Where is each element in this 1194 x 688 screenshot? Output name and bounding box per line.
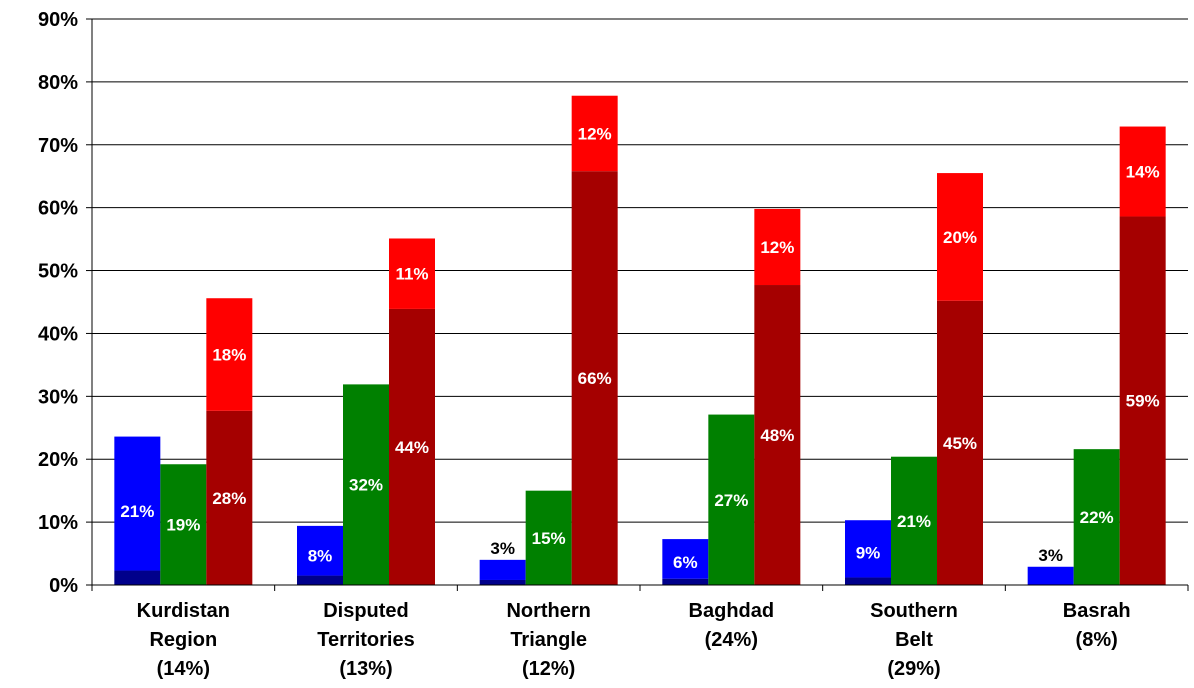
bar-segment — [389, 308, 435, 585]
y-tick-label: 10% — [38, 512, 78, 534]
category-label: Northern — [506, 600, 590, 622]
data-label: 18% — [212, 346, 246, 365]
y-tick-label: 20% — [38, 449, 78, 471]
data-label: 6% — [673, 553, 698, 572]
category-labels: Kurdistan Region (14%) Disputed Territories (… — [137, 600, 1131, 680]
y-tick-label: 50% — [38, 261, 78, 283]
bar-segment — [571, 171, 618, 586]
bar-segment — [479, 579, 526, 585]
data-label: 66% — [578, 369, 612, 388]
bar-segment — [754, 285, 801, 585]
category-label: (8%) — [1076, 629, 1118, 651]
data-label: 3% — [490, 539, 515, 558]
bar-segment — [662, 539, 709, 579]
bar-segment — [754, 208, 801, 286]
data-label: 19% — [166, 516, 200, 535]
bars — [114, 95, 1166, 586]
bar-segment — [1073, 449, 1120, 585]
bar-segment — [1119, 216, 1166, 585]
bar-segment — [937, 173, 983, 301]
data-labels: 21% 19% 28% 18% 8% 32% 44% 11% 3% 15% 66% 12% 6% 27% 4… — [120, 124, 1159, 572]
bar-segment — [114, 436, 161, 571]
data-label: 12% — [578, 124, 612, 143]
category-label: Kurdistan — [137, 600, 230, 622]
bar-segment — [708, 414, 755, 585]
y-tick-label: 0% — [49, 575, 78, 597]
data-label: 21% — [897, 512, 931, 531]
category-label: Region — [149, 629, 217, 651]
data-label: 3% — [1038, 546, 1063, 565]
y-tick-label: 30% — [38, 386, 78, 408]
category-label: Baghdad — [689, 600, 775, 622]
bar-segment — [937, 300, 983, 585]
bar-segment — [479, 559, 526, 580]
data-label: 21% — [120, 502, 154, 521]
bar-segment — [891, 456, 937, 585]
data-label: 22% — [1080, 508, 1114, 527]
data-label: 44% — [395, 438, 429, 457]
data-label: 15% — [532, 529, 566, 548]
data-label: 59% — [1126, 392, 1160, 411]
bar-segment — [206, 410, 253, 585]
bar-segment — [297, 575, 343, 585]
category-label: Basrah — [1063, 600, 1131, 622]
bar-segment — [1119, 126, 1166, 217]
bar-segment — [114, 570, 161, 585]
y-tick-label: 60% — [38, 198, 78, 220]
data-label: 11% — [395, 265, 428, 284]
y-tick-label: 90% — [38, 9, 78, 31]
bar-segment — [343, 384, 389, 585]
y-axis-tick-labels: 0% 10% 20% 30% 40% 50% 60% 70% 80% 90% — [38, 9, 78, 597]
data-label: 28% — [212, 489, 246, 508]
bar-segment — [571, 95, 618, 172]
category-label: (13%) — [339, 658, 392, 680]
bar-segment — [662, 578, 709, 585]
y-tick-label: 70% — [38, 135, 78, 157]
category-label: Southern — [870, 600, 958, 622]
bar-segment — [525, 490, 572, 585]
bar-segment — [1027, 566, 1074, 585]
bar-segment — [160, 464, 207, 585]
grid-lines — [92, 18, 1188, 523]
data-label: 20% — [943, 228, 977, 247]
axes — [86, 18, 1189, 591]
category-label: (24%) — [705, 629, 758, 651]
category-label: (12%) — [522, 658, 575, 680]
data-label: 12% — [760, 238, 794, 257]
data-label: 9% — [856, 544, 881, 563]
data-label: 45% — [943, 434, 977, 453]
category-label: Disputed — [323, 600, 409, 622]
data-label: 8% — [308, 546, 333, 565]
data-label: 27% — [714, 491, 748, 510]
category-label: (29%) — [887, 658, 940, 680]
category-label: Belt — [895, 629, 933, 651]
data-label: 32% — [349, 476, 383, 495]
bar-segment — [297, 525, 343, 576]
bar-segment — [389, 238, 435, 309]
category-label: Territories — [317, 629, 414, 651]
y-tick-label: 40% — [38, 323, 78, 345]
y-tick-label: 80% — [38, 72, 78, 94]
bar-segment — [206, 298, 253, 411]
category-label: (14%) — [157, 658, 210, 680]
data-label: 48% — [760, 426, 794, 445]
bar-segment — [845, 520, 891, 578]
bar-segment — [845, 577, 891, 585]
data-label: 14% — [1126, 163, 1160, 182]
category-label: Triangle — [510, 629, 587, 651]
